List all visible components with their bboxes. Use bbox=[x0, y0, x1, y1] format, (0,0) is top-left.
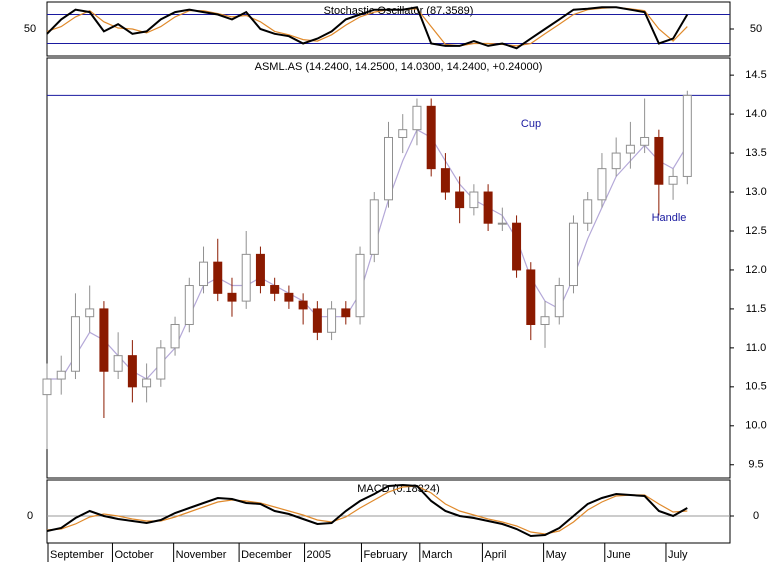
candle-body bbox=[611, 152, 621, 170]
candle-body bbox=[398, 129, 408, 138]
panel-title: ASML.AS (14.2400, 14.2500, 14.0300, 14.2… bbox=[255, 61, 543, 73]
candle-body bbox=[597, 168, 607, 201]
y-tick-label: 13.0 bbox=[745, 186, 766, 198]
candle-body bbox=[184, 285, 194, 325]
y-tick-label: 11.5 bbox=[746, 303, 767, 315]
x-tick-label: December bbox=[241, 549, 292, 561]
x-tick-label: October bbox=[114, 549, 153, 561]
candle-body bbox=[284, 292, 294, 302]
candle-body bbox=[199, 261, 209, 287]
x-tick-label: April bbox=[484, 549, 506, 561]
candle-body bbox=[312, 308, 322, 333]
x-tick-label: March bbox=[422, 549, 453, 561]
y-tick-label: 14.0 bbox=[745, 108, 766, 120]
candle-body bbox=[99, 308, 109, 372]
y-tick-label: 14.5 bbox=[745, 69, 766, 81]
candle-body bbox=[70, 316, 80, 372]
y-tick-label: 12.5 bbox=[745, 225, 766, 237]
y-tick-label: 10.0 bbox=[745, 420, 766, 432]
series-line bbox=[47, 128, 688, 380]
x-tick-label: 2005 bbox=[307, 549, 331, 561]
candle-body bbox=[127, 355, 137, 388]
candle-body bbox=[298, 300, 308, 310]
annotation: Cup bbox=[521, 118, 541, 130]
candle-body bbox=[583, 199, 593, 224]
candle-body bbox=[568, 222, 578, 287]
candle-body bbox=[440, 168, 450, 193]
y-tick-label: 50 bbox=[24, 23, 36, 35]
y-tick-label: 12.0 bbox=[745, 264, 766, 276]
x-tick-label: June bbox=[607, 549, 631, 561]
candle-body bbox=[654, 136, 664, 185]
series-line bbox=[46, 483, 688, 538]
x-tick-label: July bbox=[668, 549, 688, 561]
candle-body bbox=[426, 105, 436, 170]
candle-body bbox=[469, 191, 479, 209]
y-tick-label: 50 bbox=[750, 23, 762, 35]
candle-body bbox=[341, 308, 351, 318]
y-tick-label: 0 bbox=[753, 510, 759, 522]
candle-body bbox=[113, 355, 123, 372]
candle-body bbox=[512, 222, 522, 271]
candle-body bbox=[156, 347, 166, 380]
y-tick-label: 13.5 bbox=[745, 147, 766, 159]
candle-body bbox=[412, 105, 422, 131]
panel bbox=[46, 479, 731, 544]
candle-body bbox=[554, 285, 564, 318]
candle-body bbox=[625, 144, 635, 154]
candle-body bbox=[668, 175, 678, 185]
x-tick-label: September bbox=[50, 549, 104, 561]
candle-body bbox=[497, 222, 507, 225]
candle-body bbox=[640, 136, 650, 146]
series-line bbox=[46, 6, 688, 47]
candle-body bbox=[42, 378, 52, 396]
panel bbox=[46, 57, 731, 479]
candle-body bbox=[227, 292, 237, 302]
candle-body bbox=[85, 308, 95, 318]
series-line bbox=[46, 6, 689, 50]
x-tick-label: May bbox=[546, 549, 567, 561]
candle-body bbox=[142, 378, 152, 388]
candle-body bbox=[213, 261, 223, 294]
candle-body bbox=[682, 94, 692, 177]
candle-body bbox=[56, 370, 66, 380]
y-tick-label: 9.5 bbox=[748, 459, 763, 471]
candle-body bbox=[455, 191, 465, 209]
candle-body bbox=[255, 253, 265, 287]
candle-body bbox=[327, 308, 337, 333]
candle-body bbox=[483, 191, 493, 224]
candle-body bbox=[384, 136, 393, 201]
y-tick-label: 10.5 bbox=[745, 381, 766, 393]
x-tick-label: November bbox=[176, 549, 227, 561]
annotation: Handle bbox=[652, 212, 687, 224]
panel-title: Stochastic Oscillator (87.3589) bbox=[324, 5, 474, 17]
candle-body bbox=[241, 253, 251, 302]
x-tick-label: February bbox=[363, 549, 408, 561]
candle-body bbox=[540, 316, 550, 325]
y-tick-label: 11.0 bbox=[746, 342, 767, 354]
y-tick-label: 0 bbox=[27, 510, 33, 522]
candle-body bbox=[170, 323, 180, 349]
candle-body bbox=[270, 285, 280, 294]
candle-body bbox=[526, 269, 536, 325]
candle-body bbox=[355, 253, 365, 318]
panel bbox=[46, 1, 731, 57]
candle-body bbox=[369, 199, 379, 255]
